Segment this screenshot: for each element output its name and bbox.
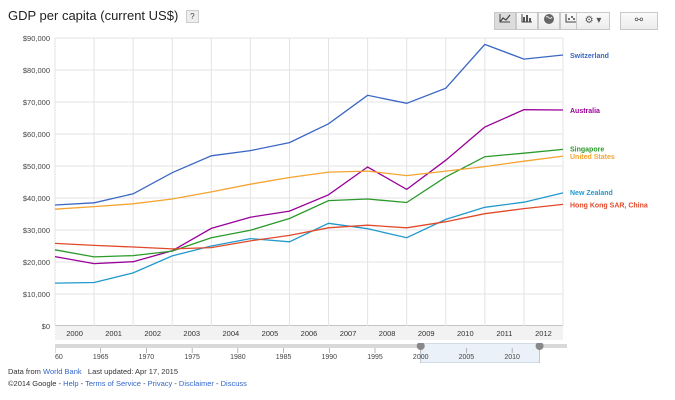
x-tick-label: 2004 [223, 329, 240, 338]
x-tick-label: 2000 [66, 329, 83, 338]
link-icon[interactable]: ⚯ [620, 12, 658, 30]
chart-title: GDP per capita (current US$) [8, 8, 179, 23]
y-tick-label: $60,000 [23, 130, 50, 139]
timeline-selection[interactable] [420, 343, 540, 363]
line-chart-icon[interactable] [494, 12, 516, 30]
y-tick-label: $0 [42, 322, 50, 331]
x-tick-label: 2003 [183, 329, 200, 338]
x-tick-label: 2005 [262, 329, 279, 338]
series-line [54, 109, 564, 265]
timeline-label: 2000 [413, 354, 429, 361]
x-tick-label: 2008 [379, 329, 396, 338]
y-tick-label: $20,000 [23, 258, 50, 267]
legend-label: United States [570, 154, 615, 161]
y-tick-label: $40,000 [23, 194, 50, 203]
page-title: GDP per capita (current US$) ? [8, 8, 199, 24]
help-link[interactable]: Help [63, 379, 79, 388]
y-tick-label: $10,000 [23, 290, 50, 299]
link-group: ⚯ [620, 12, 658, 30]
timeline-label: 1990 [321, 354, 337, 361]
legend-label: Switzerland [570, 53, 609, 60]
series-line [54, 192, 564, 284]
y-tick-label: $70,000 [23, 98, 50, 107]
timeline-handle-left[interactable] [416, 343, 425, 350]
bar-chart-icon[interactable] [516, 12, 538, 30]
x-tick-label: 2001 [105, 329, 122, 338]
legend-label: Singapore [570, 146, 604, 153]
timeline-label: 1980 [230, 354, 246, 361]
timeline-label: 1985 [276, 354, 292, 361]
series-line [54, 43, 564, 206]
x-tick-label: 2012 [535, 329, 552, 338]
x-axis-band [55, 326, 563, 340]
x-tick-label: 2006 [301, 329, 318, 338]
y-tick-label: $80,000 [23, 66, 50, 75]
line-chart: $0 $10,000 $20,000 $30,000 $40,000 $50,000 $60… [23, 34, 648, 340]
timeline-handle-right[interactable] [535, 343, 544, 350]
timeline-track [55, 344, 567, 348]
y-tick-label: $90,000 [23, 34, 50, 43]
timeline-slider[interactable]: 1960 1965 1970 1975 1980 1985 1990 1995 2000 2005… [55, 343, 567, 363]
series-line [54, 203, 564, 250]
source-prefix: Data from [8, 367, 44, 376]
discuss-link[interactable]: Discuss [220, 379, 247, 388]
map-icon[interactable] [538, 12, 560, 30]
y-tick-label: $50,000 [23, 162, 50, 171]
timeline-label: 1965 [93, 354, 109, 361]
x-tick-label: 2011 [496, 329, 512, 338]
privacy-link[interactable]: Privacy [147, 379, 173, 388]
footer-links: ©2014 Google - Help - Terms of Service -… [8, 379, 247, 388]
timeline-label: 1975 [184, 354, 200, 361]
y-tick-label: $30,000 [23, 226, 50, 235]
terms-link[interactable]: Terms of Service [85, 379, 141, 388]
settings-group: ⚙ ▾ [576, 12, 610, 30]
series-line [54, 148, 564, 258]
legend-label: Hong Kong SAR, China [570, 202, 648, 209]
settings-gear-icon[interactable]: ⚙ ▾ [576, 12, 610, 30]
timeline-label: 2005 [459, 354, 475, 361]
source-link[interactable]: World Bank [43, 367, 82, 376]
timeline-label: 2010 [504, 354, 520, 361]
x-tick-label: 2009 [418, 329, 435, 338]
x-tick-label: 2010 [457, 329, 474, 338]
copyright: ©2014 Google - [8, 379, 64, 388]
footer-source: Data from World Bank Last updated: Apr 1… [8, 367, 178, 376]
legend-label: Australia [570, 108, 600, 115]
x-tick-label: 2007 [340, 329, 357, 338]
timeline-label: 1960 [55, 354, 63, 361]
disclaimer-link[interactable]: Disclaimer [178, 379, 214, 388]
timeline-label: 1970 [139, 354, 155, 361]
x-tick-label: 2002 [144, 329, 161, 338]
series-line [54, 155, 564, 210]
legend-label: New Zealand [570, 190, 613, 197]
help-icon[interactable]: ? [185, 10, 199, 24]
timeline-label: 1995 [367, 354, 383, 361]
last-updated: Last updated: Apr 17, 2015 [87, 367, 178, 376]
